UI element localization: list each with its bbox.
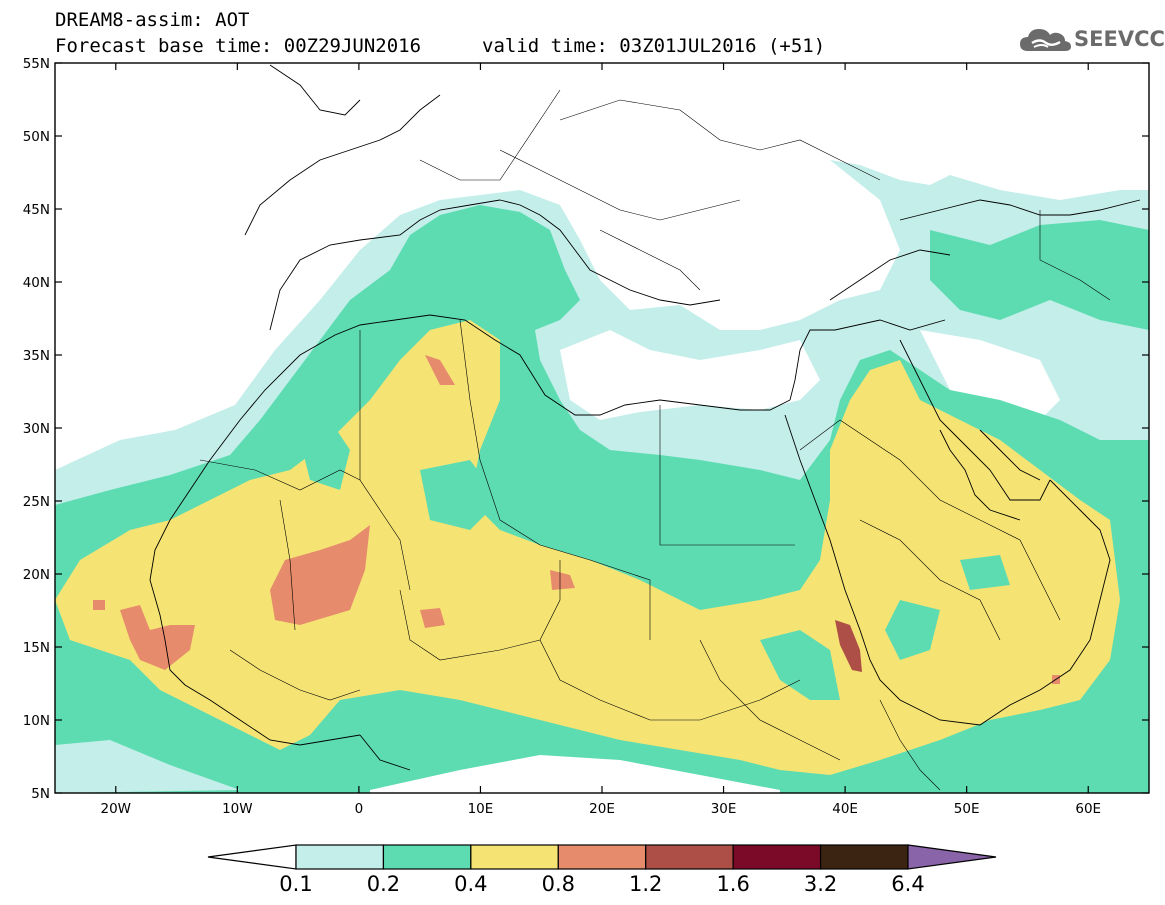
lon-label: 20W xyxy=(101,801,132,817)
colorbar-under-arrow xyxy=(207,844,297,870)
colorbar-label: 1.2 xyxy=(629,872,663,896)
colorbar-label: 0.1 xyxy=(279,872,313,896)
aot-region-08-12 xyxy=(270,525,370,625)
colorbar-cell xyxy=(295,844,385,870)
lon-label: 40E xyxy=(832,801,858,817)
seevccc-logo: SEEVCCC xyxy=(1018,23,1165,57)
lon-label: 20E xyxy=(589,801,615,817)
lon-label: 60E xyxy=(1075,801,1101,817)
forecast-base-time: Forecast base time: 00Z29JUN2016 xyxy=(55,35,422,57)
colorbar-cell xyxy=(645,844,734,870)
lat-label: 35N xyxy=(23,348,50,364)
cloud-icon xyxy=(1020,29,1071,51)
latitude-labels: 55N 50N 45N 40N 35N 30N 25N 20N 15N 10N 5N xyxy=(23,56,50,802)
colorbar-over-arrow xyxy=(907,844,997,870)
colorbar-cell xyxy=(470,844,559,870)
lat-label: 5N xyxy=(31,786,50,802)
lat-label: 45N xyxy=(23,202,50,218)
colorbar-label: 3.2 xyxy=(803,872,838,896)
colorbar-label: 0.8 xyxy=(541,872,575,896)
lon-label: 10W xyxy=(222,801,253,817)
longitude-labels: 20W 10W 0 10E 20E 30E 40E 50E 60E xyxy=(101,801,1102,817)
lat-label: 50N xyxy=(23,129,50,145)
colorbar-cell xyxy=(819,844,909,870)
lat-label: 10N xyxy=(23,713,50,729)
colorbar-cell xyxy=(557,844,647,870)
lon-label: 30E xyxy=(711,801,737,817)
colorbar xyxy=(207,844,997,870)
lat-label: 30N xyxy=(23,421,50,437)
colorbar-cell xyxy=(732,844,822,870)
lon-label: 0 xyxy=(355,801,364,817)
colorbar-label: 6.4 xyxy=(891,872,925,896)
lat-label: 15N xyxy=(23,640,50,656)
valid-time: valid time: 03Z01JUL2016 (+51) xyxy=(482,35,826,57)
lat-label: 25N xyxy=(23,494,50,510)
lat-label: 55N xyxy=(23,56,50,72)
lat-label: 20N xyxy=(23,567,50,583)
colorbar-cell xyxy=(382,844,472,870)
colorbar-label: 1.6 xyxy=(716,872,750,896)
lat-label: 40N xyxy=(23,275,50,291)
aot-region-12-16 xyxy=(835,620,862,672)
colorbar-label: 0.2 xyxy=(366,872,401,896)
colorbar-label: 0.4 xyxy=(454,872,488,896)
country-borders xyxy=(199,89,1111,791)
aot-field xyxy=(55,63,1149,793)
coastlines xyxy=(149,64,1141,771)
lon-label: 50E xyxy=(954,801,980,817)
logo-text: SEEVCCC xyxy=(1074,27,1165,51)
map-title: DREAM8-assim: AOT xyxy=(55,9,250,31)
axis-ticks xyxy=(55,62,1149,794)
aot-region-below-01 xyxy=(560,330,820,420)
lon-label: 10E xyxy=(468,801,494,817)
